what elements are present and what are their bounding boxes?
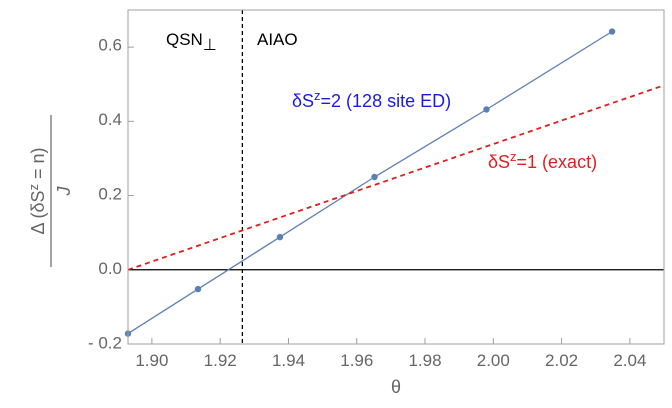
x-tick-label: 2.04 <box>613 351 646 370</box>
x-tick-label: 1.96 <box>340 351 373 370</box>
x-tick-label: 2.02 <box>545 351 578 370</box>
y-tick-label: - 0.2 <box>88 334 122 353</box>
svg-text:Δ (δSz = n): Δ (δSz = n) <box>26 147 48 234</box>
data-point <box>371 173 378 181</box>
series-label-exact: δSz=1 (exact) <box>488 149 597 172</box>
x-tick-label: 1.94 <box>272 351 305 370</box>
y-tick-label: 0.6 <box>98 36 122 55</box>
y-tick-label: 0.2 <box>98 185 122 204</box>
svg-text:J: J <box>54 186 74 197</box>
y-axis-label: Δ (δSz = n) J <box>26 115 74 267</box>
y-tick-label: 0.0 <box>98 259 122 278</box>
series-line-ed <box>127 30 613 335</box>
x-axis-label: θ <box>391 377 401 397</box>
y-tick-label: 0.4 <box>98 110 122 129</box>
series-label-ed: δSz=2 (128 site ED) <box>292 88 451 111</box>
data-point <box>194 285 202 293</box>
data-point <box>608 28 616 35</box>
region-label-qsn: QSN⊥ <box>166 30 217 54</box>
data-point <box>276 233 284 241</box>
x-tick-label: 1.92 <box>204 351 237 370</box>
plot-frame <box>127 9 665 345</box>
data-point <box>483 106 490 113</box>
series-line-exact <box>127 84 665 271</box>
x-tick-label: 1.90 <box>135 351 168 370</box>
x-tick-label: 2.00 <box>477 351 510 370</box>
region-label-aiao: AIAO <box>257 30 298 49</box>
x-tick-label: 1.98 <box>408 351 441 370</box>
